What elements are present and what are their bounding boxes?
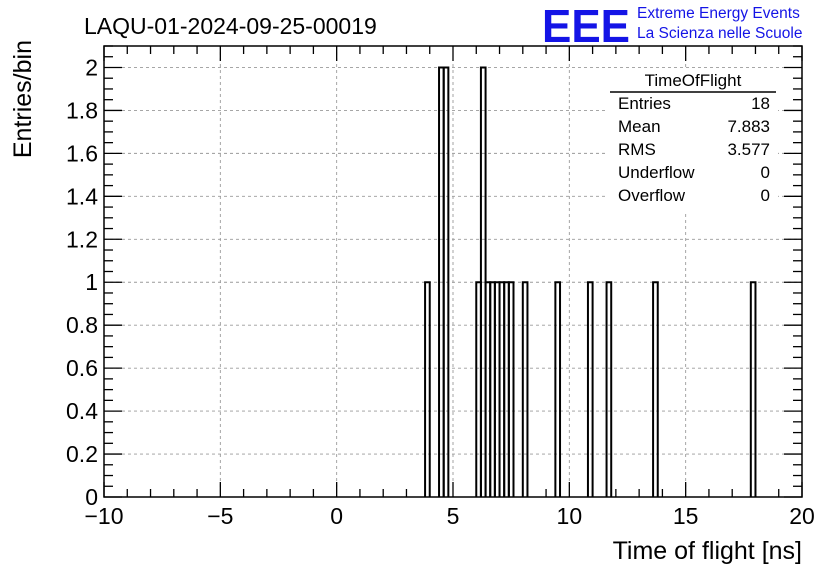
y-tick-label: 2 [85, 54, 98, 80]
histogram-bin [507, 281, 515, 497]
stats-row-value: 0 [761, 163, 770, 182]
y-axis-label: Entries/bin [9, 40, 37, 158]
stats-row-value: 3.577 [727, 140, 770, 159]
y-tick-label: 0 [85, 484, 98, 510]
y-tick-label: 0.4 [66, 398, 98, 424]
stats-row-label: Entries [618, 94, 671, 113]
y-tick-label: 1 [85, 269, 98, 295]
histogram-bin [605, 281, 613, 497]
histogram-bin [424, 281, 431, 497]
histogram-bin [554, 281, 562, 497]
axis-ticks [103, 45, 803, 498]
histogram-bin [749, 281, 757, 497]
x-tick-label: 20 [789, 503, 815, 529]
stats-row-value: 18 [751, 94, 770, 113]
grid-lines [104, 46, 802, 497]
histogram-bin [521, 281, 529, 497]
y-tick-label: 0.8 [66, 312, 98, 338]
stats-row-label: Overflow [618, 186, 686, 205]
stats-box-title: TimeOfFlight [645, 71, 742, 90]
y-tick-label: 1.4 [66, 183, 98, 209]
histogram-bin [586, 281, 594, 497]
histogram-bin [652, 281, 659, 497]
stats-box: TimeOfFlight Entries 18 Mean 7.883 RMS 3.577 U… [608, 68, 778, 211]
y-tick-label: 1.8 [66, 97, 98, 123]
x-tick-label: −5 [207, 503, 233, 529]
eee-logo-line1: Extreme Energy Events [637, 5, 800, 22]
x-tick-label: 0 [330, 503, 343, 529]
x-tick-label: 5 [447, 503, 460, 529]
eee-logo: EEE Extreme Energy Events La Scienza nel… [542, 0, 802, 52]
stats-row-label: RMS [618, 140, 656, 159]
x-tick-label: −10 [84, 503, 123, 529]
y-tick-label: 0.2 [66, 441, 98, 467]
y-tick-label: 1.6 [66, 140, 98, 166]
eee-logo-line2: La Scienza nelle Scuole [637, 25, 802, 42]
x-axis-label: Time of flight [ns] [613, 537, 802, 565]
y-tick-labels: 0 0.2 0.4 0.6 0.8 1 1.2 1.4 1.6 1.8 2 [66, 54, 98, 510]
stats-row-value: 7.883 [727, 117, 770, 136]
x-tick-label: 15 [673, 503, 699, 529]
eee-logo-mark: EEE [542, 0, 630, 52]
stats-row-value: 0 [761, 186, 770, 205]
chart-title: LAQU-01-2024-09-25-00019 [84, 13, 377, 39]
y-tick-label: 0.6 [66, 355, 98, 381]
histogram-bin [442, 66, 450, 497]
stats-row-label: Underflow [618, 163, 695, 182]
y-tick-label: 1.2 [66, 226, 98, 252]
x-tick-labels: −10 −5 0 5 10 15 20 [84, 503, 814, 529]
x-tick-label: 10 [557, 503, 583, 529]
stats-row-label: Mean [618, 117, 661, 136]
histogram-bars [424, 66, 757, 497]
